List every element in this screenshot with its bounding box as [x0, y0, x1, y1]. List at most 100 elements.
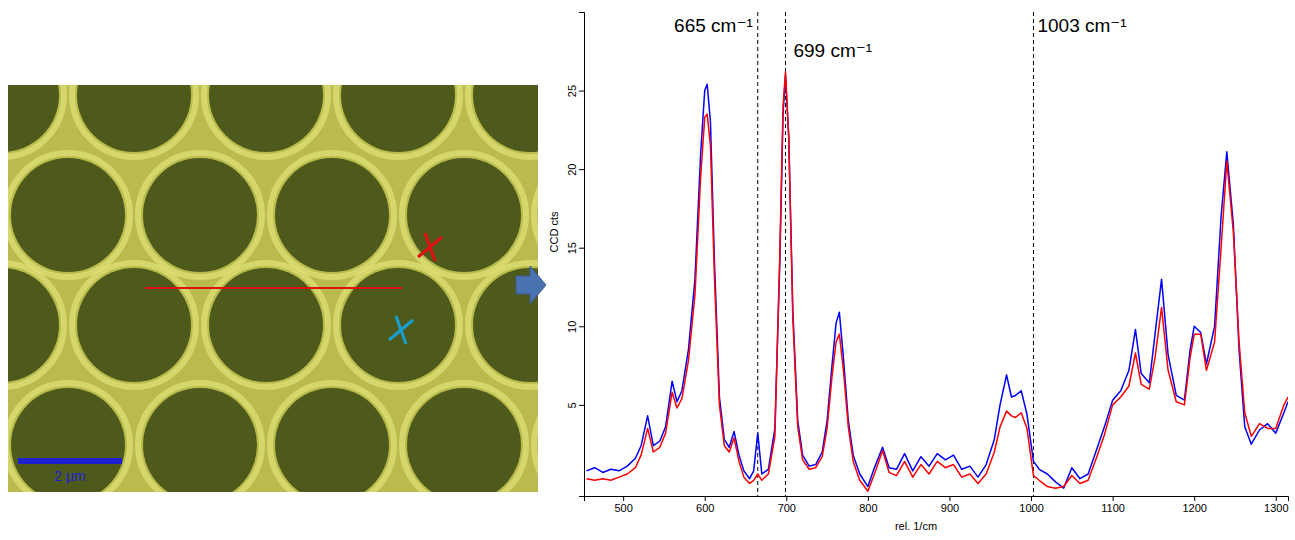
x-tick-label: 900	[941, 502, 959, 514]
reference-line	[1033, 12, 1034, 496]
y-tick-label: 15	[566, 242, 578, 254]
reference-line	[757, 12, 758, 496]
cell-wall	[204, 85, 328, 157]
spectrum-line	[586, 72, 1288, 492]
x-tick-label: 800	[859, 502, 877, 514]
y-tick-mark	[579, 405, 584, 406]
x-tick: 800	[859, 496, 877, 514]
scale-bar-label: 2 µm	[54, 468, 85, 484]
x-tick-label: 1000	[1019, 502, 1043, 514]
x-tick: 1000	[1019, 496, 1043, 514]
x-axis: 500 600 700 800 900 1000 1100 1200 1300	[585, 496, 1289, 514]
cell-wall	[72, 85, 196, 157]
y-axis: 5 10 15 20 25	[566, 13, 585, 497]
cell	[209, 85, 323, 152]
y-axis-title: CCD cts	[548, 211, 560, 252]
cell	[341, 85, 455, 152]
y-tick-mark	[579, 169, 584, 170]
spectrum-line	[586, 75, 1288, 488]
y-tick-label: 25	[566, 85, 578, 97]
cell-wall	[336, 263, 460, 387]
cell-wall	[402, 153, 526, 277]
y-tick-label: 10	[566, 321, 578, 333]
x-tick: 500	[614, 496, 632, 514]
x-tick-mark	[1031, 496, 1032, 501]
x-tick-mark	[705, 496, 706, 501]
x-tick-label: 600	[696, 502, 714, 514]
x-tick: 600	[696, 496, 714, 514]
cell-wall	[534, 153, 538, 277]
cell	[473, 85, 538, 152]
cell	[407, 388, 521, 492]
cell-wall	[270, 153, 394, 277]
y-tick-mark	[579, 91, 584, 92]
cell-wall	[72, 263, 196, 387]
reference-label: 1003 cm⁻¹	[1037, 15, 1126, 36]
cell	[8, 85, 59, 152]
figure: 2 µm 500 600 700 800 900 1000 1100 1200 1300 5 10 15…	[0, 0, 1295, 540]
x-tick-mark	[786, 496, 787, 501]
y-tick: 5	[566, 402, 584, 408]
scan-line	[145, 287, 402, 289]
plot-area	[586, 12, 1288, 496]
cell-wall	[138, 383, 262, 492]
x-tick-label: 1300	[1264, 502, 1288, 514]
cell	[407, 158, 521, 272]
x-tick: 700	[778, 496, 796, 514]
cell-wall	[402, 383, 526, 492]
cell	[209, 268, 323, 382]
red-cross	[418, 233, 442, 261]
cell	[8, 268, 59, 382]
x-tick-label: 1200	[1182, 502, 1206, 514]
cell-wall	[534, 383, 538, 492]
x-tick-mark	[949, 496, 950, 501]
cell	[11, 388, 125, 492]
x-tick-mark	[1113, 496, 1114, 501]
x-tick: 1300	[1264, 496, 1288, 514]
y-tick: 25	[566, 85, 584, 97]
y-tick: 15	[566, 242, 584, 254]
y-tick: 10	[566, 321, 584, 333]
y-axis-line	[579, 13, 585, 497]
reference-label: 699 cm⁻¹	[793, 40, 872, 61]
y-tick-label: 5	[566, 402, 578, 408]
x-tick-label: 700	[778, 502, 796, 514]
cell	[143, 388, 257, 492]
cell	[11, 158, 125, 272]
cell-wall	[270, 383, 394, 492]
cell-wall	[468, 263, 538, 387]
cell-wall	[204, 263, 328, 387]
y-tick-mark	[579, 248, 584, 249]
cell	[77, 268, 191, 382]
cell	[275, 388, 389, 492]
x-tick-mark	[868, 496, 869, 501]
x-tick: 1200	[1182, 496, 1206, 514]
x-tick-mark	[623, 496, 624, 501]
cell	[77, 85, 191, 152]
x-tick-mark	[1276, 496, 1277, 501]
reference-label: 665 cm⁻¹	[674, 15, 753, 36]
x-axis-title: rel. 1/cm	[895, 520, 937, 532]
cell-wall	[336, 85, 460, 157]
cell	[341, 268, 455, 382]
y-tick-label: 20	[566, 164, 578, 176]
cell-wall	[8, 383, 130, 492]
x-tick: 900	[941, 496, 959, 514]
arrow	[516, 266, 546, 304]
y-tick-mark	[579, 326, 584, 327]
x-tick-mark	[1194, 496, 1195, 501]
cell-wall	[8, 85, 64, 157]
cell	[275, 158, 389, 272]
x-tick-label: 500	[614, 502, 632, 514]
x-tick-label: 1100	[1101, 502, 1125, 514]
micrograph	[8, 85, 538, 492]
blue-cross	[389, 316, 413, 344]
scale-bar	[18, 458, 122, 464]
cell-wall	[468, 85, 538, 157]
red-cross-stroke	[425, 233, 435, 261]
cell-wall	[8, 263, 64, 387]
cell	[143, 158, 257, 272]
y-tick: 20	[566, 164, 584, 176]
x-tick: 1100	[1101, 496, 1125, 514]
blue-cross-stroke	[396, 316, 406, 344]
